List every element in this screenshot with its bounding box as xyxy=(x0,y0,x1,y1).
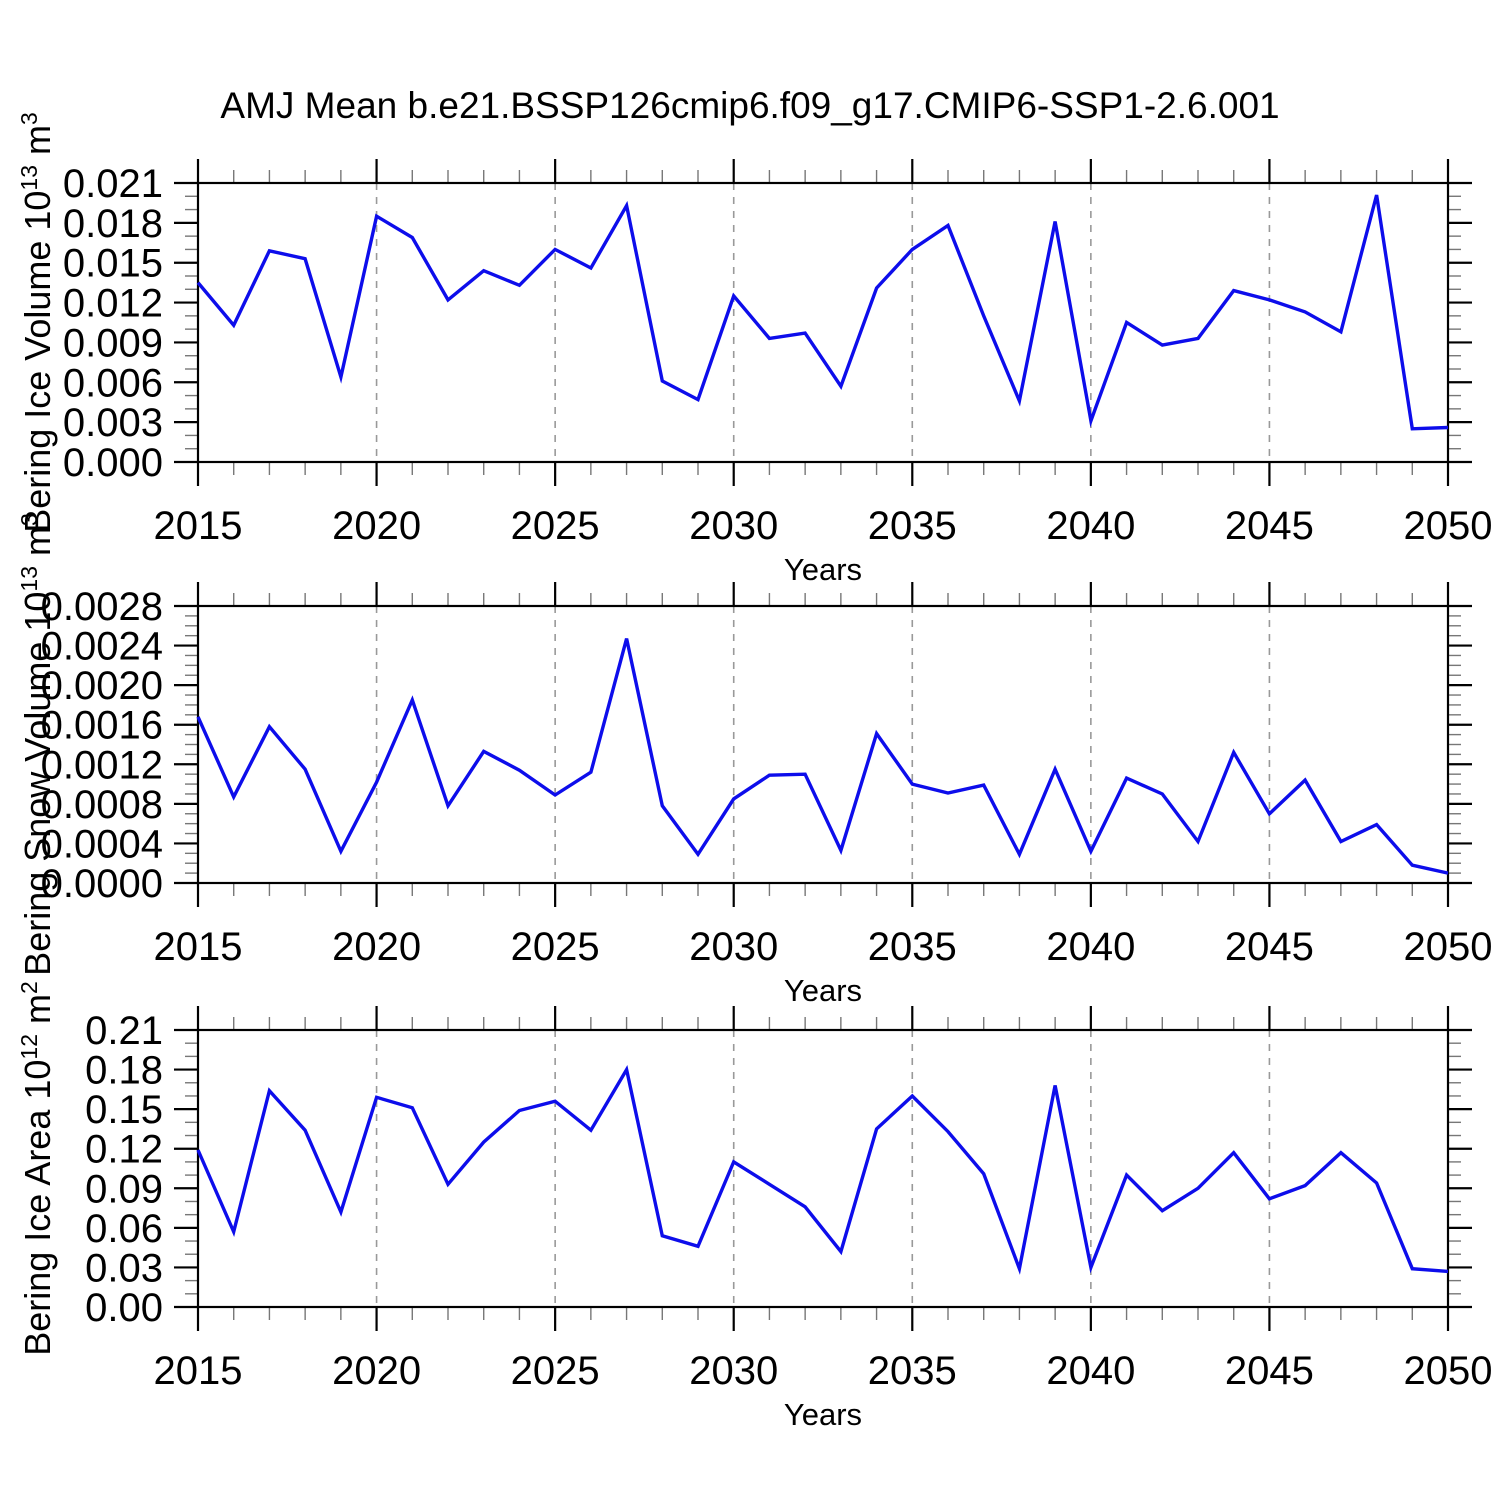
x-tick-label: 2040 xyxy=(1046,504,1135,548)
y-tick-label: 0.06 xyxy=(85,1207,163,1251)
ice-area-chart: 0.000.030.060.090.120.150.180.21 2015 2020… xyxy=(16,981,1492,1432)
y-axis-title: Bering Ice Area 1012​ m2​ xyxy=(16,981,58,1356)
y-tick-label: 0.09 xyxy=(85,1167,163,1211)
x-tick-label: 2030 xyxy=(689,504,778,548)
y-tick-label: 0.000 xyxy=(63,441,163,485)
x-tick-label: 2040 xyxy=(1046,925,1135,969)
y-tick-label: 0.21 xyxy=(85,1009,163,1053)
y-tick-label: 0.12 xyxy=(85,1128,163,1172)
y-tick-label: 0.03 xyxy=(85,1246,163,1290)
x-tick-label: 2050 xyxy=(1404,1349,1493,1393)
x-tick-label: 2025 xyxy=(511,504,600,548)
x-tick-label: 2035 xyxy=(868,1349,957,1393)
x-tick-label: 2045 xyxy=(1225,504,1314,548)
y-tick-label: 0.0028 xyxy=(41,585,163,629)
y-tick-label: 0.0016 xyxy=(41,704,163,748)
x-tick-label: 2015 xyxy=(154,504,243,548)
figure-title: AMJ Mean b.e21.BSSP126cmip6.f09_g17.CMIP… xyxy=(220,85,1279,126)
x-tick-label: 2020 xyxy=(332,925,421,969)
y-tick-label: 0.0008 xyxy=(41,783,163,827)
y-tick-label: 0.15 xyxy=(85,1088,163,1132)
plot-frame xyxy=(196,604,1450,885)
ice-area-line xyxy=(196,1064,1449,1275)
x-tick-label: 2015 xyxy=(154,1349,243,1393)
x-axis-title: Years xyxy=(784,552,862,587)
y-tick-label: 0.18 xyxy=(85,1049,163,1093)
y-tick-label: 0.003 xyxy=(63,401,163,445)
y-tick-label: 0.0024 xyxy=(41,625,163,669)
x-tick-label: 2035 xyxy=(868,504,957,548)
y-tick-label: 0.021 xyxy=(63,162,163,206)
x-tick-label: 2045 xyxy=(1225,1349,1314,1393)
x-tick-label: 2015 xyxy=(154,925,243,969)
x-tick-label: 2020 xyxy=(332,504,421,548)
y-tick-label: 0.0012 xyxy=(41,743,163,787)
x-axis-title: Years xyxy=(784,1397,862,1432)
y-tick-label: 0.0004 xyxy=(41,822,163,866)
y-tick-label: 0.009 xyxy=(63,321,163,365)
ice-volume-chart: 0.0000.0030.0060.0090.0120.0150.0180.021… xyxy=(16,112,1492,587)
y-tick-label: 0.0020 xyxy=(41,664,163,708)
x-axis-title: Years xyxy=(784,973,862,1008)
y-tick-label: 0.006 xyxy=(63,361,163,405)
x-tick-label: 2030 xyxy=(689,1349,778,1393)
x-tick-label: 2050 xyxy=(1404,925,1493,969)
y-tick-label: 0.018 xyxy=(63,202,163,246)
x-tick-label: 2020 xyxy=(332,1349,421,1393)
y-tick-label: 0.012 xyxy=(63,282,163,326)
x-tick-label: 2030 xyxy=(689,925,778,969)
x-tick-label: 2025 xyxy=(511,925,600,969)
x-tick-label: 2025 xyxy=(511,1349,600,1393)
y-tick-label: 0.015 xyxy=(63,242,163,286)
x-tick-label: 2040 xyxy=(1046,1349,1135,1393)
x-tick-label: 2045 xyxy=(1225,925,1314,969)
plot-frame xyxy=(196,181,1450,464)
y-tick-label: 0.00 xyxy=(85,1286,163,1330)
y-tick-label: 0.0000 xyxy=(41,862,163,906)
snow-volume-chart: 0.00000.00040.00080.00120.00160.00200.00… xyxy=(16,513,1492,1008)
y-axis-title: Bering Ice Volume 1013​ m3​ xyxy=(16,112,58,533)
x-tick-label: 2035 xyxy=(868,925,957,969)
y-axis-title: Bering Snow Volume 1013​ m3​ xyxy=(16,513,58,976)
snow-volume-line xyxy=(196,638,1449,875)
ice-volume-line xyxy=(196,194,1449,431)
x-tick-label: 2050 xyxy=(1404,504,1493,548)
plot-frame xyxy=(196,1028,1450,1309)
